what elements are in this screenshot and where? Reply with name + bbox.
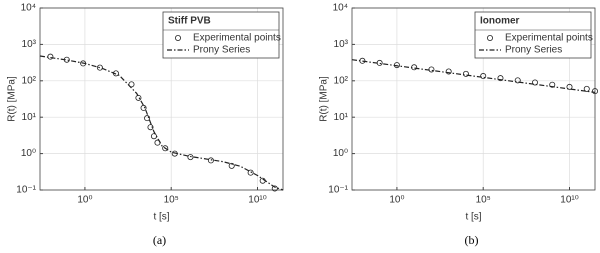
data-point — [445, 68, 452, 75]
data-point — [462, 70, 469, 77]
data-point — [531, 79, 538, 86]
y-tick-label: 10³ — [22, 39, 37, 50]
chart-panel: 10⁻¹ 10⁰ 10¹ 10² 10³ 10⁴ 10⁰ 10⁵ 10¹⁰ t [s] R(t) [… — [7, 3, 284, 247]
y-tick-label: 10² — [22, 75, 37, 86]
x-axis-label: t [s] — [465, 212, 481, 223]
y-tick-label: 10⁻¹ — [16, 185, 36, 196]
legend-title: Ionomer — [480, 16, 520, 27]
data-point — [140, 104, 147, 111]
x-axis-label: t [s] — [153, 212, 169, 223]
chart-panel: 10⁻¹ 10⁰ 10¹ 10² 10³ 10⁴ 10⁰ 10⁵ 10¹⁰ t [s] R(t) [… — [319, 3, 599, 247]
data-point — [514, 77, 521, 84]
y-tick-label: 10³ — [334, 39, 349, 50]
legend-label: Experimental points — [193, 33, 281, 44]
x-tick-label: 10⁵ — [164, 195, 179, 206]
data-point — [566, 83, 573, 90]
data-point — [583, 85, 590, 92]
legend-symbol — [486, 35, 493, 42]
data-point — [480, 73, 487, 80]
legend-symbol — [174, 35, 181, 42]
y-tick-label: 10⁻¹ — [328, 185, 348, 196]
x-tick-label: 10¹⁰ — [560, 195, 578, 206]
data-point — [187, 154, 194, 161]
data-point — [271, 185, 278, 192]
data-point — [247, 169, 254, 176]
data-point — [228, 162, 235, 169]
plot-frame — [351, 7, 596, 191]
legend-label: Experimental points — [505, 33, 593, 44]
data-point — [144, 115, 151, 122]
data-point — [207, 157, 214, 164]
data-point — [147, 124, 154, 131]
legend-label: Prony Series — [193, 45, 250, 56]
y-tick-label: 10¹ — [334, 112, 349, 123]
data-point — [592, 88, 599, 95]
series-line — [39, 55, 284, 191]
caption: (a) — [153, 233, 166, 247]
y-tick-label: 10⁰ — [21, 148, 36, 159]
data-point — [497, 75, 504, 82]
legend-title: Stiff PVB — [168, 16, 211, 27]
x-tick-label: 10¹⁰ — [248, 195, 266, 206]
data-point — [128, 81, 135, 88]
y-tick-label: 10⁰ — [333, 148, 348, 159]
y-tick-label: 10⁴ — [21, 3, 36, 14]
x-tick-label: 10⁰ — [77, 195, 92, 206]
x-tick-label: 10⁵ — [476, 195, 491, 206]
y-tick-label: 10⁴ — [333, 3, 348, 14]
data-point — [162, 145, 169, 152]
y-axis-label: R(t) [MPa] — [7, 76, 18, 122]
y-axis-label: R(t) [MPa] — [319, 76, 330, 122]
y-tick-label: 10² — [334, 75, 349, 86]
caption: (b) — [465, 233, 479, 247]
series-line — [351, 59, 596, 93]
x-tick-label: 10⁰ — [389, 195, 404, 206]
legend-label: Prony Series — [505, 45, 562, 56]
data-point — [549, 81, 556, 88]
plot-frame — [39, 7, 284, 191]
data-point — [96, 64, 103, 71]
y-tick-label: 10¹ — [22, 112, 37, 123]
